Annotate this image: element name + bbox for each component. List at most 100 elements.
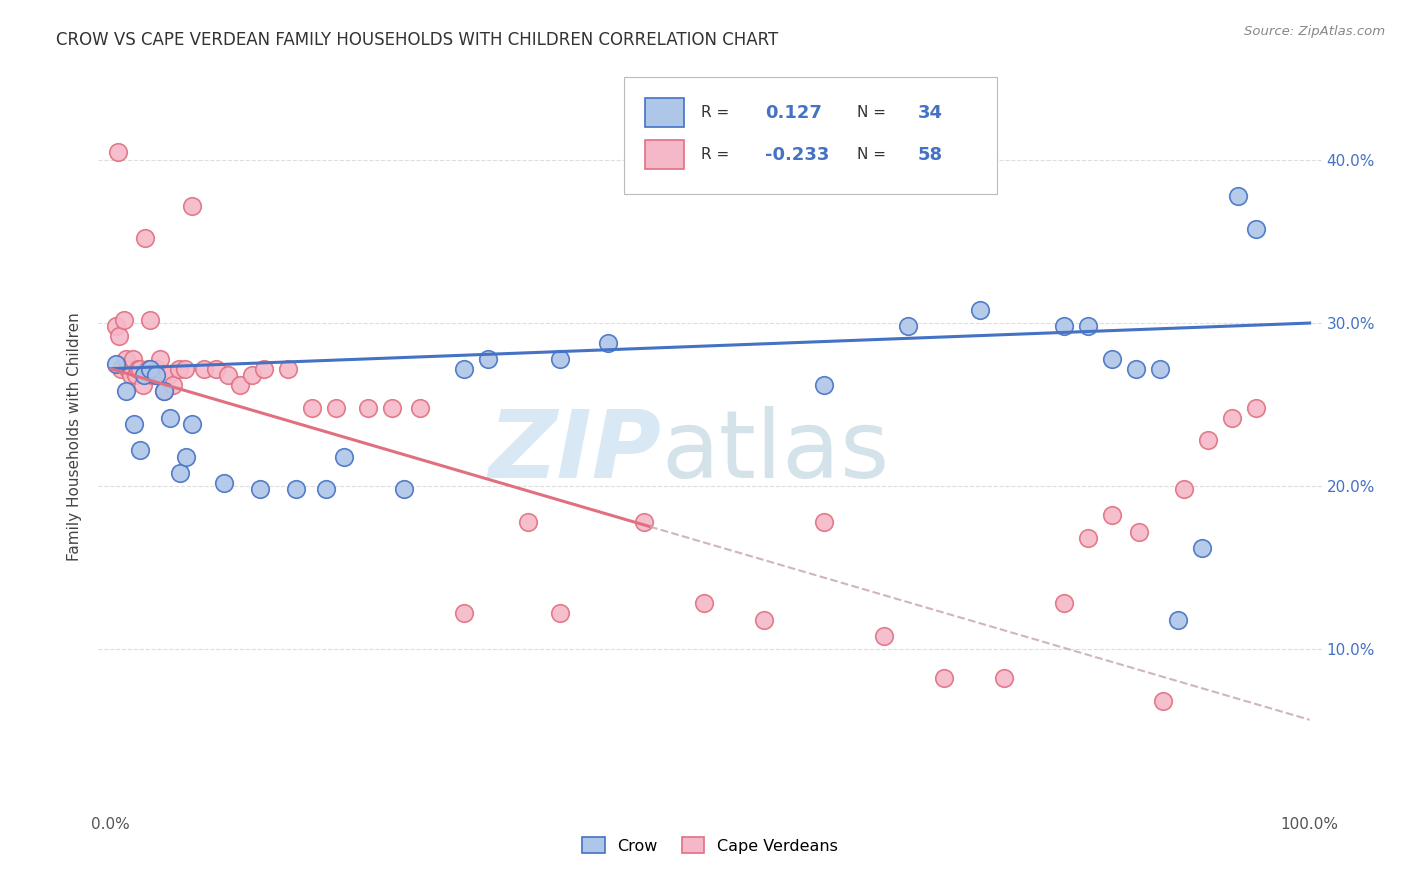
Point [277,361,299,376]
Point [1173,482,1195,496]
Point [127,361,149,376]
Point [1101,508,1123,523]
Text: N =: N = [856,105,886,120]
Point [357,401,380,415]
Point [453,606,475,620]
Point [129,443,152,458]
Text: atlas: atlas [661,406,890,498]
Text: R =: R = [702,147,730,162]
Point [969,303,991,318]
Point [162,378,184,392]
Text: CROW VS CAPE VERDEAN FAMILY HOUSEHOLDS WITH CHILDREN CORRELATION CHART: CROW VS CAPE VERDEAN FAMILY HOUSEHOLDS W… [56,31,779,49]
Point [214,475,236,490]
Point [516,515,538,529]
Y-axis label: Family Households with Children: Family Households with Children [67,313,83,561]
Text: N =: N = [856,147,886,162]
Point [150,368,173,383]
Point [1053,319,1076,334]
Point [105,319,128,334]
Point [169,466,191,480]
Point [229,378,252,392]
Point [124,368,146,383]
Point [453,361,475,376]
Point [124,417,146,431]
Point [129,361,152,376]
Point [108,329,129,343]
FancyBboxPatch shape [624,78,997,194]
Point [1077,531,1099,545]
Point [409,401,432,415]
Point [159,410,181,425]
Point [107,145,129,159]
Point [1191,541,1213,555]
Point [315,482,337,496]
Point [1077,319,1099,334]
Point [181,199,204,213]
Point [333,450,356,464]
Point [1244,221,1267,235]
Point [149,351,172,366]
Point [122,351,145,366]
Point [548,351,571,366]
Point [1125,361,1147,376]
Text: R =: R = [702,105,730,120]
FancyBboxPatch shape [645,98,685,127]
Text: ZIP: ZIP [488,406,661,498]
Point [1152,694,1174,708]
Point [477,351,499,366]
Point [132,368,155,383]
Text: Source: ZipAtlas.com: Source: ZipAtlas.com [1244,25,1385,38]
Point [153,384,176,399]
Point [205,361,228,376]
Point [1149,361,1171,376]
FancyBboxPatch shape [645,140,685,169]
Point [693,596,716,610]
Text: 34: 34 [918,103,943,121]
Point [240,368,263,383]
Point [156,368,179,383]
Point [1220,410,1243,425]
Point [167,361,190,376]
Point [596,335,619,350]
Point [139,313,162,327]
Point [932,671,955,685]
Point [301,401,323,415]
Text: -0.233: -0.233 [765,145,830,163]
Point [813,515,835,529]
Point [112,313,135,327]
Point [145,368,167,383]
Point [193,361,215,376]
Point [285,482,308,496]
Point [117,361,139,376]
Point [217,368,239,383]
Point [139,361,162,376]
Text: 58: 58 [918,145,943,163]
Point [1167,613,1189,627]
Point [146,361,169,376]
Point [392,482,416,496]
Point [134,231,156,245]
Point [174,450,197,464]
Point [1101,351,1123,366]
Point [115,351,138,366]
Point [141,368,163,383]
Point [105,357,128,371]
Point [1053,596,1076,610]
Point [120,368,142,383]
Point [897,319,920,334]
Point [325,401,347,415]
Point [1226,189,1249,203]
Point [752,613,775,627]
Point [1244,401,1267,415]
Point [143,368,166,383]
Point [1128,524,1150,539]
Point [548,606,571,620]
Point [153,384,176,399]
Text: 0.127: 0.127 [765,103,823,121]
Point [173,361,195,376]
Point [633,515,655,529]
Point [873,629,896,643]
Point [110,361,132,376]
Legend: Crow, Cape Verdeans: Crow, Cape Verdeans [576,831,844,860]
Point [381,401,404,415]
